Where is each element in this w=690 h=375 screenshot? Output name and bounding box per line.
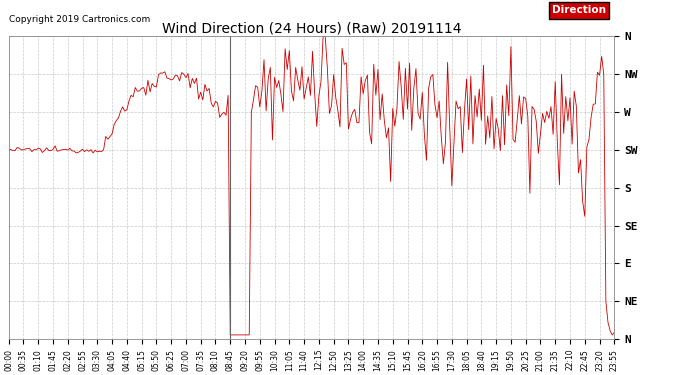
Legend: Direction: Direction: [549, 2, 609, 19]
Text: Copyright 2019 Cartronics.com: Copyright 2019 Cartronics.com: [9, 15, 150, 24]
Title: Wind Direction (24 Hours) (Raw) 20191114: Wind Direction (24 Hours) (Raw) 20191114: [161, 21, 461, 35]
